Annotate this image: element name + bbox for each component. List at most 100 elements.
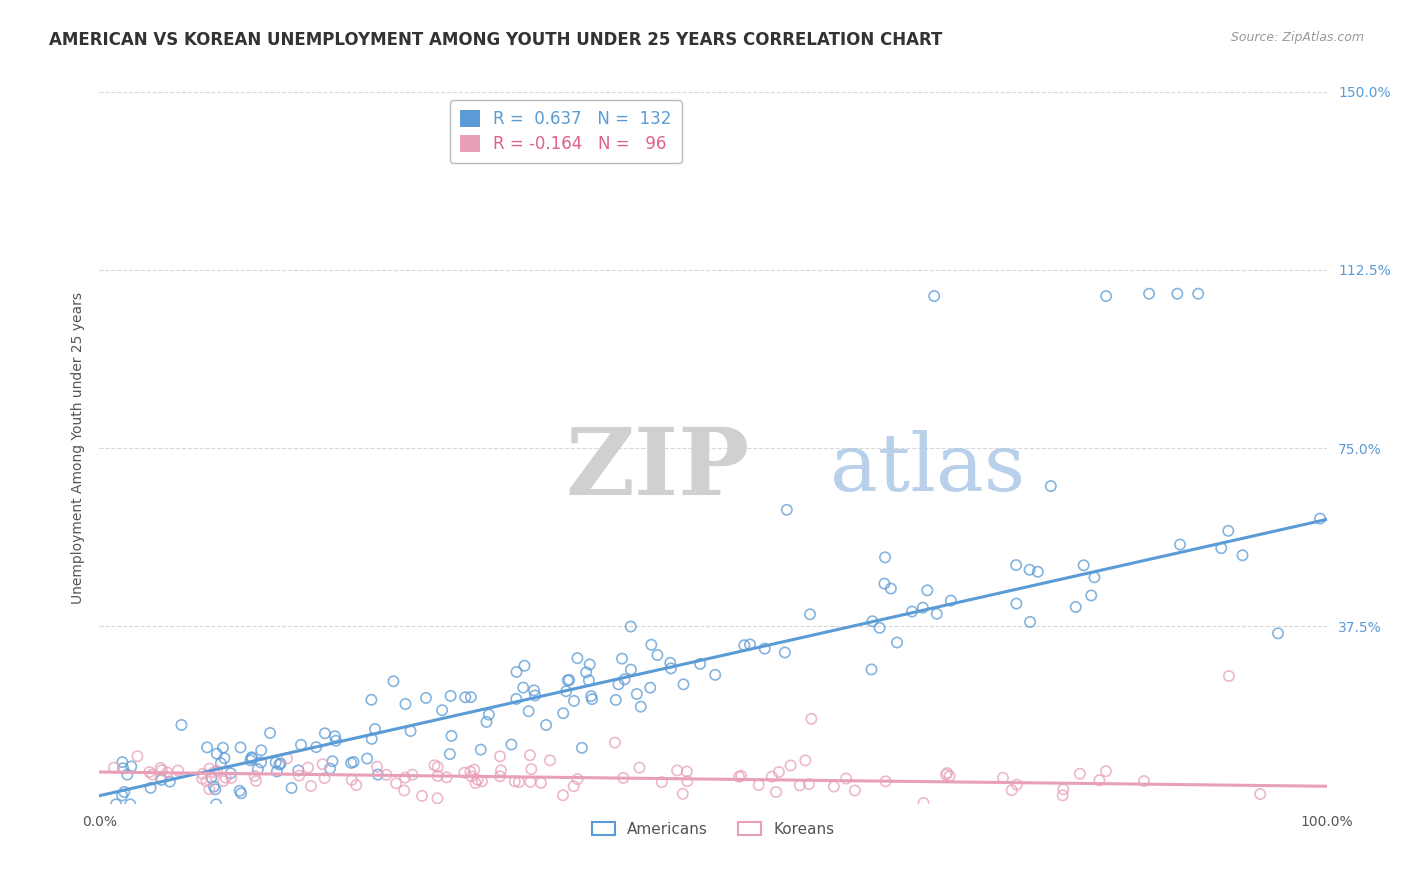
Point [613,673,636,687]
Point [768,764,790,779]
Point [676,764,699,779]
Point [873,576,896,591]
Point [105,797,128,812]
Point [138,764,160,779]
Point [651,775,673,789]
Point [440,729,463,743]
Point [394,771,416,785]
Point [1064,599,1087,614]
Point [1095,764,1118,779]
Point [364,722,387,736]
Point [925,607,948,621]
Point [659,661,682,675]
Point [150,772,173,787]
Point [765,785,787,799]
Point [575,665,598,680]
Point [689,657,711,671]
Point [1218,524,1240,538]
Point [672,677,695,691]
Point [873,550,896,565]
Point [467,772,489,787]
Point [191,767,214,781]
Point [426,769,449,783]
Point [245,774,267,789]
Point [439,747,461,761]
Point [399,724,422,739]
Point [562,779,585,793]
Point [860,662,883,676]
Point [426,791,449,805]
Point [880,582,903,596]
Point [453,765,475,780]
Point [912,796,935,810]
Point [578,673,600,688]
Point [489,769,512,783]
Point [520,762,543,776]
Point [939,593,962,607]
Point [460,769,482,783]
Point [321,754,343,768]
Point [901,605,924,619]
Point [605,693,627,707]
Point [276,751,298,765]
Point [239,753,262,767]
Point [773,645,796,659]
Point [111,755,134,769]
Point [730,769,752,783]
Point [1211,541,1233,556]
Point [524,689,547,703]
Point [280,780,302,795]
Point [212,740,235,755]
Point [1005,778,1028,792]
Point [638,681,661,695]
Point [149,770,172,784]
Point [1052,782,1074,797]
Point [738,637,761,651]
Point [141,767,163,781]
Point [243,769,266,783]
Point [229,740,252,755]
Point [120,759,142,773]
Point [761,770,783,784]
Point [475,714,498,729]
Point [886,635,908,649]
Point [558,673,581,687]
Point [423,758,446,772]
Point [1019,615,1042,629]
Point [430,703,453,717]
Point [150,764,173,778]
Point [170,718,193,732]
Point [460,764,482,779]
Point [200,771,222,785]
Point [319,762,342,776]
Point [382,674,405,689]
Point [1080,589,1102,603]
Point [1267,626,1289,640]
Point [454,690,477,705]
Point [205,747,228,761]
Point [264,756,287,770]
Point [508,775,530,789]
Point [394,697,416,711]
Point [704,668,727,682]
Point [519,774,541,789]
Point [344,778,367,792]
Point [607,677,630,691]
Point [553,706,575,721]
Point [534,718,557,732]
Point [562,694,585,708]
Point [501,738,523,752]
Point [789,778,811,792]
Point [299,779,322,793]
Point [628,761,651,775]
Point [875,774,897,789]
Point [202,765,225,780]
Point [1069,766,1091,780]
Point [578,657,600,672]
Point [776,503,799,517]
Point [205,797,228,812]
Point [240,751,263,765]
Point [733,638,755,652]
Point [288,769,311,783]
Point [149,761,172,775]
